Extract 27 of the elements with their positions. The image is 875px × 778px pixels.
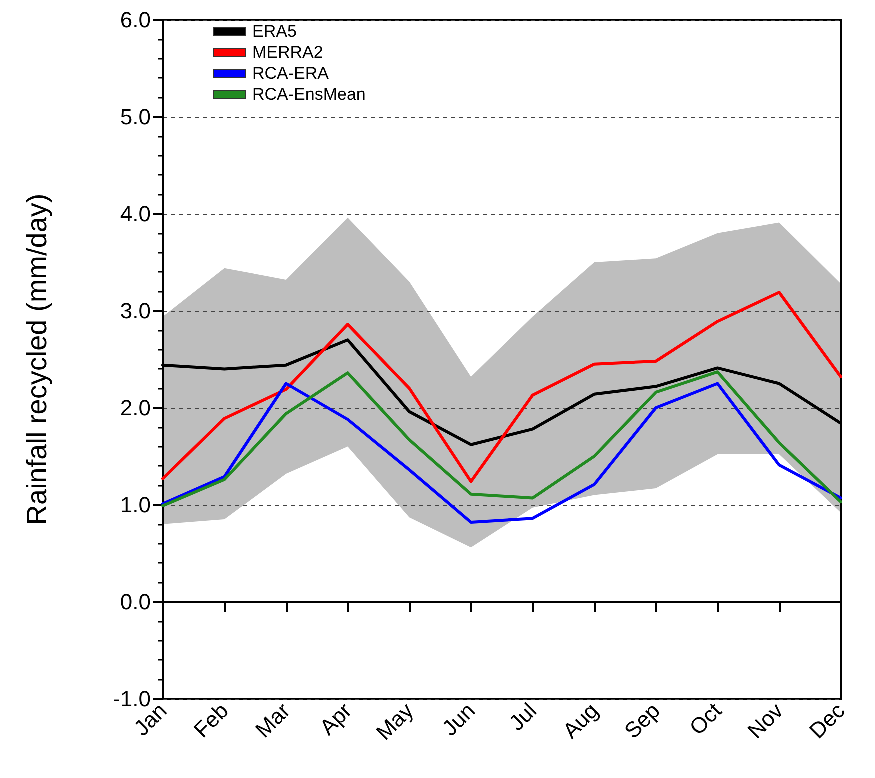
x-tick-label: Dec — [804, 698, 850, 744]
x-tick-label: Nov — [742, 698, 788, 744]
x-tick-label: Aug — [558, 698, 604, 744]
line-series — [162, 382, 842, 524]
y-tick-label: 4.0 — [120, 202, 151, 226]
x-tick-label: Apr — [314, 698, 357, 740]
x-tick-label: Sep — [620, 698, 665, 744]
y-tick-label: -1.0 — [113, 686, 151, 712]
x-tick-label: Jun — [437, 698, 480, 741]
legend-label: RCA-EnsMean — [252, 85, 366, 104]
x-tick-label: Feb — [189, 698, 234, 743]
line-series — [162, 291, 842, 484]
legend-label: ERA5 — [252, 22, 297, 41]
y-tick-label: 6.0 — [120, 8, 151, 32]
y-tick-label: 0.0 — [120, 590, 151, 614]
y-tick-label: 3.0 — [120, 298, 151, 324]
line-series — [162, 370, 842, 508]
x-tick-label: Mar — [250, 698, 296, 743]
y-tick-label: 5.0 — [120, 104, 151, 130]
y-tick-label: 2.0 — [120, 396, 151, 420]
legend-label: MERRA2 — [252, 43, 324, 62]
y-tick-label: 1.0 — [120, 492, 151, 518]
x-tick-label: Jul — [504, 698, 542, 736]
x-tick-label: May — [371, 698, 418, 746]
x-tick-label: Oct — [684, 698, 727, 740]
legend-label: RCA-ERA — [252, 64, 330, 83]
y-axis-title: Rainfall recycled (mm/day) — [22, 194, 52, 526]
